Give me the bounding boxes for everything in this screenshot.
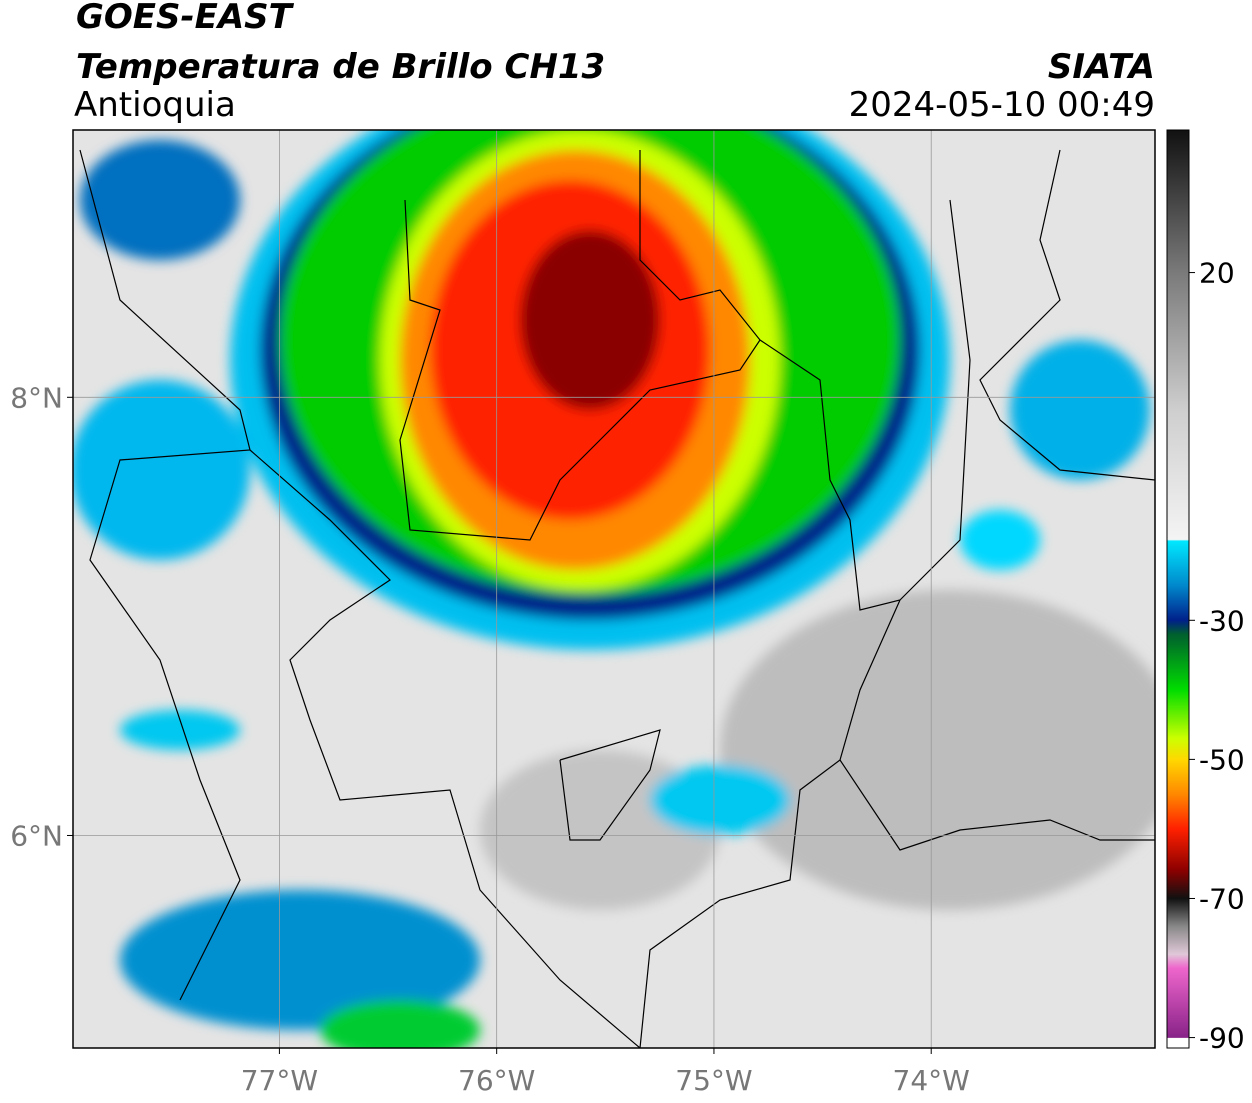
region: Antioquia xyxy=(74,85,236,125)
y-tick-label: 8°N xyxy=(10,381,63,414)
x-tick-label: 74°W xyxy=(893,1064,970,1097)
colorbar-tick-label: -50 xyxy=(1199,743,1245,776)
cloud xyxy=(80,140,240,260)
border xyxy=(979,149,1155,481)
borders xyxy=(79,149,1155,1048)
colorbar-tick-label: -90 xyxy=(1199,1022,1245,1055)
cloud xyxy=(960,510,1040,570)
cloud xyxy=(73,380,250,560)
x-tick-label: 76°W xyxy=(458,1064,535,1097)
y-tick-label: 6°N xyxy=(10,819,63,852)
colorbar-tick-label: -30 xyxy=(1199,604,1245,637)
border xyxy=(639,599,901,1048)
x-tick-label: 77°W xyxy=(241,1064,318,1097)
colorbar: 20 -30 -50 -70 -90 xyxy=(1166,129,1245,1055)
border xyxy=(839,759,1155,851)
colorbar-tick-label: -70 xyxy=(1199,882,1245,915)
grid: 77°W 76°W 75°W 74°W 6°N 8°N xyxy=(10,130,1155,1097)
cloud xyxy=(720,590,1155,910)
imagery xyxy=(73,130,1155,1048)
cloud xyxy=(320,1000,480,1048)
cloud xyxy=(120,890,480,1030)
source: SIATA xyxy=(1048,47,1155,87)
datetime: 2024-05-10 00:49 xyxy=(849,85,1155,125)
subtitle: Temperatura de Brillo CH13 xyxy=(76,47,605,87)
colorbar-tick-label: 20 xyxy=(1199,257,1235,290)
cloud xyxy=(120,710,240,750)
border xyxy=(399,150,761,541)
cloud xyxy=(650,765,790,835)
colorbar-fill xyxy=(1166,129,1190,1049)
border xyxy=(79,149,251,1001)
border xyxy=(559,729,661,841)
border xyxy=(249,449,641,1048)
x-tick-label: 75°W xyxy=(675,1064,752,1097)
cloud xyxy=(520,230,660,410)
border xyxy=(759,199,971,611)
map-frame xyxy=(72,129,1156,1049)
title: GOES-EAST xyxy=(76,0,295,37)
clouds xyxy=(73,130,1155,1048)
cloud xyxy=(1010,340,1150,480)
